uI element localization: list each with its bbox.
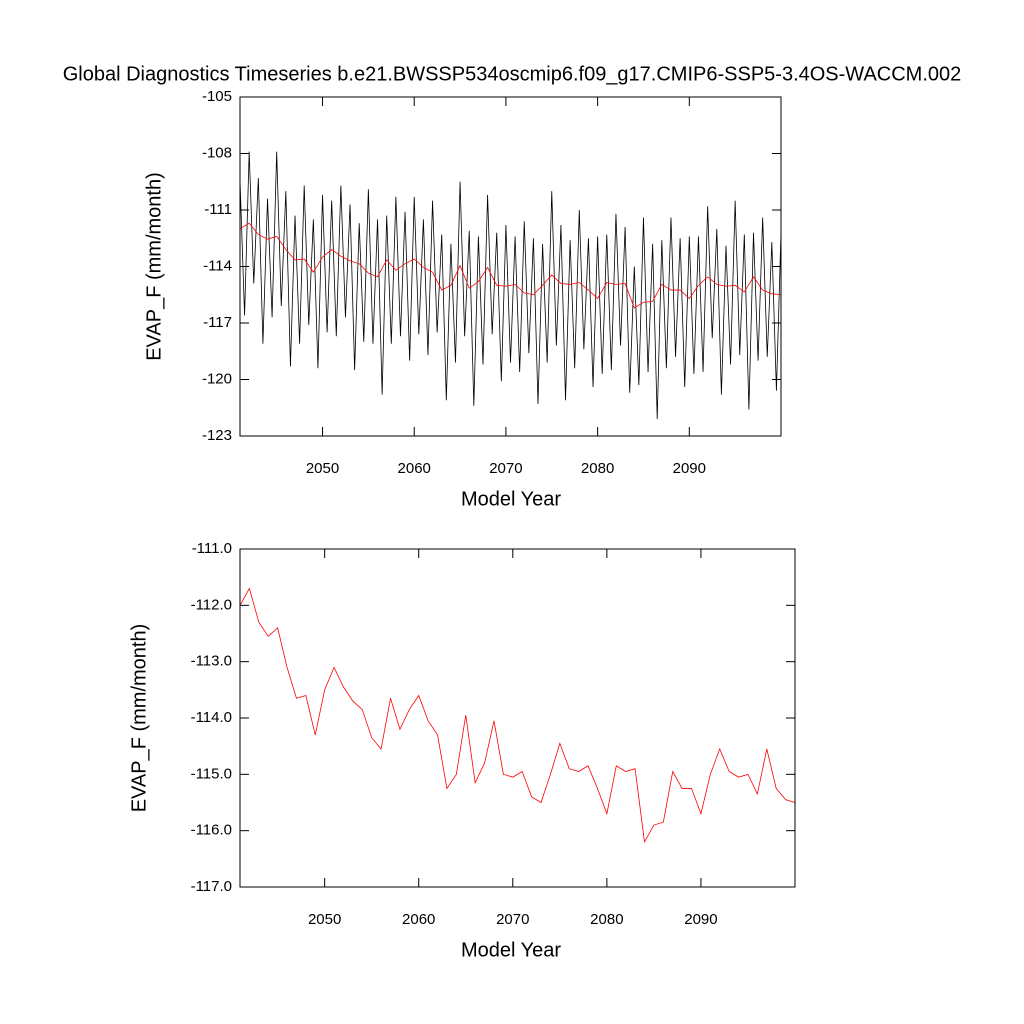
y-tick-label: -108 [202, 144, 232, 161]
x-tick-label: 2070 [496, 911, 529, 928]
x-tick-label: 2050 [308, 911, 341, 928]
data-line [239, 587, 796, 844]
y-tick-label: -120 [202, 370, 232, 387]
y-tick-label: -117 [203, 314, 232, 331]
x-tick-label: 2060 [402, 911, 435, 928]
x-tick-label: 2070 [489, 460, 522, 477]
x-axis-label: Model Year [461, 488, 561, 510]
y-axis-label: EVAP_F (mm/month) [128, 624, 150, 813]
data-line [239, 151, 782, 420]
y-tick-label: -116.0 [191, 822, 232, 839]
y-tick-label: -117.0 [191, 878, 232, 895]
x-tick-label: 2090 [673, 460, 706, 477]
y-tick-label: -105 [202, 88, 232, 105]
x-tick-label: 2080 [581, 460, 614, 477]
x-tick-label: 2080 [590, 911, 623, 928]
y-tick-label: -123 [202, 427, 232, 444]
x-axis-label: Model Year [461, 939, 561, 961]
y-tick-label: -111 [204, 201, 232, 218]
y-tick-label: -113.0 [191, 653, 232, 670]
data-line [239, 222, 782, 309]
y-tick-label: -111.0 [192, 540, 232, 557]
x-tick-label: 2050 [306, 460, 339, 477]
y-tick-label: -114 [203, 257, 232, 274]
chart-title: Global Diagnostics Timeseries b.e21.BWSS… [63, 63, 962, 85]
y-axis-label: EVAP_F (mm/month) [143, 172, 165, 361]
y-tick-label: -115.0 [191, 765, 232, 782]
x-tick-label: 2090 [684, 911, 717, 928]
x-tick-label: 2060 [398, 460, 431, 477]
y-tick-label: -114.0 [191, 709, 232, 726]
y-tick-label: -112.0 [191, 596, 232, 613]
